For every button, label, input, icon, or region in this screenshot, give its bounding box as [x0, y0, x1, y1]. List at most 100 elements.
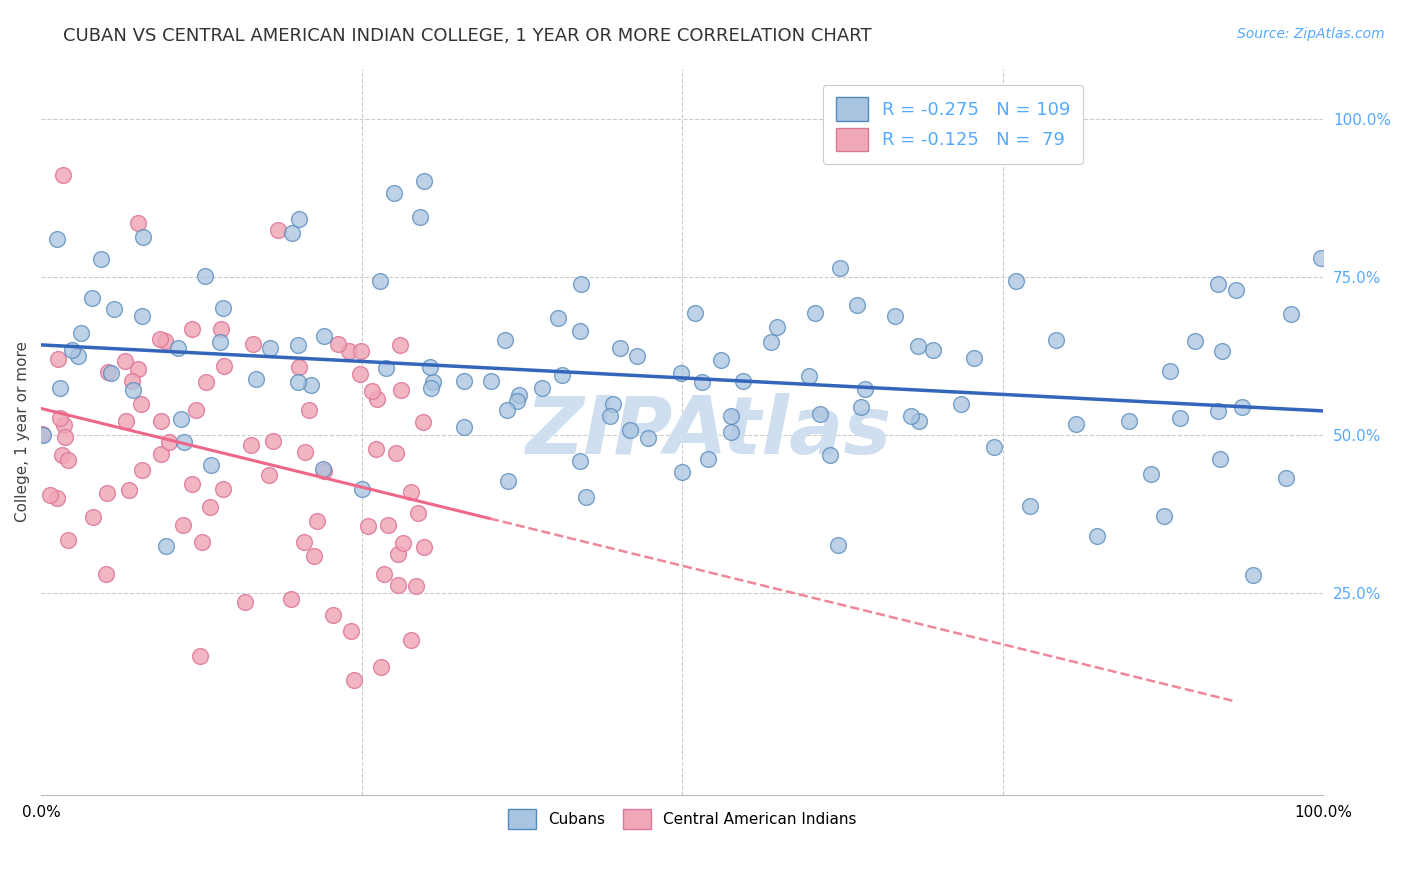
Point: [1118, 414, 1140, 428]
Point: [827, 539, 849, 553]
Point: [314, 464, 336, 478]
Point: [188, 648, 211, 663]
Point: [80, 291, 103, 305]
Point: [496, 402, 519, 417]
Point: [494, 333, 516, 347]
Point: [377, 517, 399, 532]
Point: [287, 338, 309, 352]
Point: [399, 633, 422, 648]
Point: [1184, 334, 1206, 348]
Point: [149, 332, 172, 346]
Point: [506, 393, 529, 408]
Point: [155, 540, 177, 554]
Point: [908, 414, 931, 428]
Point: [103, 302, 125, 317]
Point: [32, 428, 55, 442]
Point: [922, 343, 945, 357]
Point: [195, 375, 218, 389]
Point: [391, 536, 413, 550]
Point: [900, 409, 922, 423]
Point: [765, 320, 787, 334]
Point: [551, 368, 574, 382]
Point: [149, 447, 172, 461]
Point: [259, 341, 281, 355]
Point: [209, 322, 232, 336]
Point: [288, 212, 311, 227]
Point: [1168, 411, 1191, 425]
Point: [45, 232, 67, 246]
Text: ZIPAtlas: ZIPAtlas: [524, 393, 891, 471]
Point: [96, 486, 118, 500]
Point: [374, 360, 396, 375]
Point: [349, 367, 371, 381]
Point: [46, 491, 69, 505]
Point: [690, 375, 713, 389]
Point: [399, 484, 422, 499]
Point: [337, 343, 360, 358]
Point: [350, 482, 373, 496]
Point: [609, 341, 631, 355]
Point: [280, 592, 302, 607]
Point: [167, 341, 190, 355]
Point: [508, 388, 530, 402]
Point: [200, 458, 222, 473]
Point: [172, 517, 194, 532]
Point: [419, 360, 441, 375]
Point: [412, 415, 434, 429]
Point: [669, 366, 692, 380]
Point: [208, 335, 231, 350]
Point: [51, 448, 73, 462]
Point: [90, 252, 112, 267]
Point: [405, 579, 427, 593]
Point: [373, 567, 395, 582]
Point: [828, 261, 851, 276]
Point: [307, 514, 329, 528]
Point: [67, 349, 90, 363]
Point: [49, 380, 72, 394]
Point: [804, 306, 827, 320]
Point: [82, 509, 104, 524]
Point: [422, 375, 444, 389]
Point: [384, 446, 406, 460]
Point: [671, 465, 693, 479]
Point: [129, 397, 152, 411]
Point: [349, 344, 371, 359]
Point: [262, 434, 284, 448]
Point: [453, 374, 475, 388]
Point: [114, 354, 136, 368]
Y-axis label: College, 1 year or more: College, 1 year or more: [15, 342, 30, 523]
Point: [191, 535, 214, 549]
Point: [569, 454, 592, 468]
Point: [39, 488, 62, 502]
Point: [1241, 567, 1264, 582]
Point: [409, 210, 432, 224]
Point: [1140, 467, 1163, 481]
Point: [759, 335, 782, 350]
Point: [853, 382, 876, 396]
Point: [479, 374, 502, 388]
Point: [31, 426, 53, 441]
Point: [280, 226, 302, 240]
Point: [1275, 471, 1298, 485]
Point: [287, 360, 309, 375]
Point: [242, 337, 264, 351]
Point: [626, 349, 648, 363]
Point: [211, 301, 233, 315]
Point: [118, 483, 141, 497]
Point: [637, 431, 659, 445]
Point: [389, 384, 412, 398]
Point: [312, 329, 335, 343]
Point: [360, 384, 382, 399]
Point: [53, 417, 76, 432]
Point: [114, 413, 136, 427]
Point: [267, 222, 290, 236]
Point: [131, 462, 153, 476]
Point: [388, 338, 411, 352]
Point: [568, 324, 591, 338]
Point: [1230, 400, 1253, 414]
Point: [818, 448, 841, 462]
Point: [810, 407, 832, 421]
Point: [257, 468, 280, 483]
Point: [547, 311, 569, 326]
Point: [849, 400, 872, 414]
